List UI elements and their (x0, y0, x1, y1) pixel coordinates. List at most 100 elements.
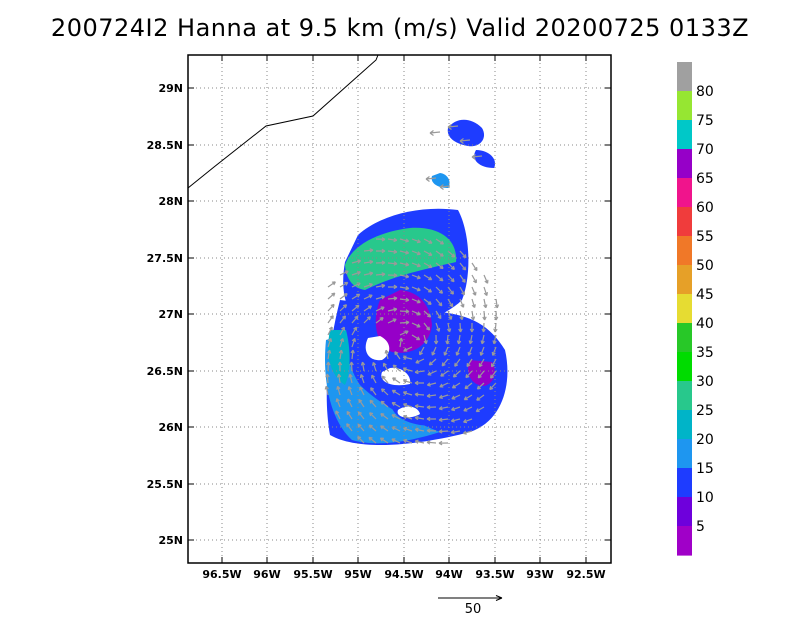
radar-echo (345, 227, 457, 290)
wind-vector (447, 286, 454, 295)
wind-vector (426, 428, 437, 433)
wind-vector (375, 283, 386, 289)
wind-vector (381, 375, 389, 384)
wind-vector (411, 298, 421, 304)
wind-vector (471, 154, 483, 160)
wind-vector (426, 393, 437, 398)
wind-vector (419, 346, 425, 356)
wind-vector (403, 346, 413, 352)
wind-vector (467, 346, 473, 356)
wind-vector (491, 358, 497, 368)
wind-vector (479, 346, 485, 356)
wind-vector (414, 392, 425, 397)
coastline (187, 54, 379, 189)
lat-tick-label: 25.5N (147, 478, 183, 491)
radar-echo (447, 119, 485, 147)
wind-vector (411, 286, 421, 292)
wind-vector (384, 349, 389, 360)
wind-vector (369, 412, 377, 420)
wind-vector (402, 355, 413, 360)
wind-vector (399, 250, 410, 255)
lat-tick-labels: 29N 28.5N 28N 27.5N 27N 26.5N 26N 25.5N 25N (147, 82, 611, 547)
wind-vector (414, 404, 425, 409)
colorbar-label: 75 (696, 113, 714, 129)
colorbar-labels: 80 75 70 65 60 55 50 45 40 35 30 25 20 15 10 5 (696, 84, 714, 535)
wind-vector (427, 370, 437, 376)
wind-vector (379, 437, 389, 444)
wind-vector (435, 310, 442, 320)
colorbar-label: 40 (696, 316, 714, 332)
wind-vector (445, 334, 450, 345)
wind-vector (425, 176, 437, 182)
wind-vector (325, 373, 330, 384)
wind-vector (359, 386, 365, 396)
colorbar-label: 65 (696, 171, 714, 187)
wind-vector (375, 237, 386, 242)
radar-echo-field (325, 119, 508, 446)
wind-vector (429, 130, 441, 136)
wind-vector (438, 440, 449, 446)
wind-vector (459, 286, 465, 296)
wind-vector (456, 334, 462, 345)
wind-vector (391, 414, 401, 420)
colorbar-label: 55 (696, 229, 714, 245)
wind-vector (478, 358, 485, 368)
wind-vector (414, 380, 424, 386)
map-frame (187, 54, 612, 564)
lon-tick-label: 92.5W (566, 568, 605, 581)
wind-vector (458, 322, 463, 333)
wind-vector (375, 295, 386, 300)
wind-vector (465, 370, 473, 379)
wind-vector (399, 320, 410, 325)
wind-vector (363, 305, 373, 312)
wind-vector (347, 386, 353, 396)
wind-vector (380, 388, 389, 396)
wind-vector (426, 416, 437, 422)
wind-vector (399, 238, 410, 243)
wind-vector (387, 273, 398, 278)
wind-vector (391, 402, 401, 408)
wind-vector (411, 238, 421, 244)
colorbar-swatch (677, 439, 692, 469)
wind-vector (447, 310, 453, 320)
radar-echo (325, 335, 440, 444)
wind-vector (414, 439, 425, 444)
wind-vector (335, 410, 341, 420)
wind-vector (387, 261, 398, 266)
wind-vector (483, 298, 488, 309)
wind-vector (363, 316, 371, 324)
colorbar-swatch (677, 91, 692, 121)
radar-echo (468, 360, 495, 386)
wind-vector (423, 298, 432, 305)
wind-vector (382, 362, 389, 372)
wind-vector (423, 334, 428, 345)
wind-vector (370, 387, 377, 396)
wind-vector (327, 281, 336, 288)
wind-vector (402, 367, 413, 372)
wind-vector (380, 400, 389, 408)
wind-vector (435, 262, 444, 270)
wind-vector (483, 286, 488, 297)
wind-vector (476, 394, 485, 401)
wind-vector (387, 296, 398, 301)
lat-tick-label: 27N (158, 308, 183, 321)
wind-vector (387, 318, 397, 324)
wind-vector (480, 334, 485, 345)
wind-vector (414, 415, 425, 421)
wind-vector (438, 406, 449, 411)
colorbar-label: 15 (696, 461, 714, 477)
wind-vector (438, 417, 449, 422)
wind-vector (357, 411, 365, 420)
wind-vector (411, 322, 421, 328)
lon-tick-label: 93W (526, 568, 553, 581)
wind-vector (387, 237, 398, 243)
wind-vector (423, 238, 433, 244)
wind-vector (423, 310, 432, 318)
wind-vector (372, 361, 377, 372)
wind-vector (459, 274, 466, 283)
colorbar-swatch (677, 236, 692, 266)
wind-vector (347, 398, 353, 408)
colorbar-swatch (677, 526, 692, 556)
wind-vector (455, 346, 461, 356)
colorbar-swatch (677, 468, 692, 498)
